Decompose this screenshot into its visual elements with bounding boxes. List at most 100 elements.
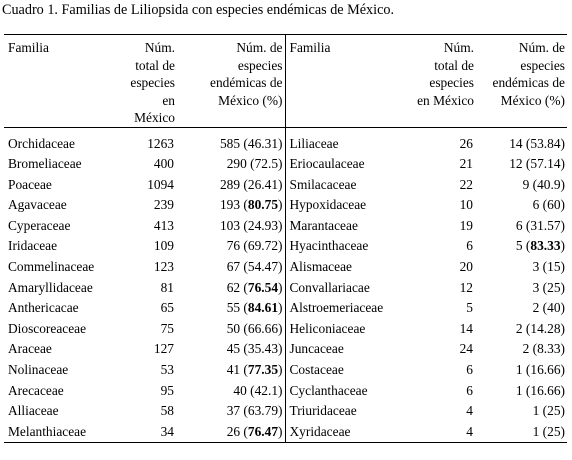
table-row: Poaceae 1094 289 (26.41) Smilacaceae 22 9 (40… [4, 174, 567, 196]
cell-total: 22 [459, 176, 473, 192]
endemic-count: 14 [509, 135, 523, 151]
cell-endemic: 1 (16.66) [515, 382, 565, 398]
cell-endemic: 50 (66.66) [226, 320, 283, 336]
endemic-count: 40 [233, 382, 247, 398]
cell-familia: Alismaceae [284, 257, 401, 278]
endemic-count: 2 [522, 341, 530, 357]
cell-endemic: 2 (40) [532, 300, 565, 316]
endemic-percent: 31.57 [530, 217, 561, 233]
endemic-count: 290 [226, 156, 247, 172]
endemic-percent: 8.33 [537, 341, 561, 357]
cell-endemic: 1 (16.66) [515, 362, 565, 378]
cell-endemic: 2 (8.33) [522, 341, 565, 357]
cell-endemic: 2 (14.28) [515, 320, 565, 336]
table-caption: Cuadro 1. Familias de Liliopsida con esp… [2, 2, 395, 18]
cell-familia: Anthericacae [8, 300, 79, 316]
cell-familia: Alstroemeriaceae [284, 298, 401, 319]
endemic-percent: 54.47 [247, 259, 279, 275]
cell-familia: Cyclanthaceae [284, 380, 401, 402]
table-row: Araceae 127 45 (35.43) Juncaceae 24 2 (8.33) [4, 339, 567, 361]
cell-familia: Nolinaceae [8, 362, 69, 378]
cell-total: 4 [466, 403, 473, 419]
cell-total: 21 [459, 156, 473, 172]
cell-endemic: 290 (72.5) [226, 156, 283, 172]
cell-familia: Costaceae [284, 360, 401, 381]
cell-endemic: 26 (76.47) [177, 421, 285, 444]
cell-endemic: 103 (24.93) [219, 217, 283, 233]
cell-endemic: 76 (69.72) [226, 238, 283, 254]
cell-total: 400 [153, 156, 174, 172]
endemic-count: 67 [226, 259, 241, 275]
endemic-count: 62 [226, 279, 241, 295]
endemic-percent: 53.84 [530, 135, 561, 151]
cell-total: 65 [160, 300, 174, 316]
cell-familia: Arecaceae [8, 382, 64, 398]
endemic-count: 9 [522, 176, 530, 192]
endemic-count: 6 [532, 197, 540, 213]
cell-endemic: 14 (53.84) [509, 135, 565, 151]
cell-endemic: 12 (57.14) [509, 156, 565, 172]
cell-familia: Agavaceae [8, 197, 67, 213]
table-body: Orchidaceae 1263 585 (46.31) Liliaceae 26 14 … [4, 127, 567, 444]
endemic-count: 55 [226, 300, 241, 316]
cell-total: 26 [459, 135, 473, 151]
cell-familia: Smilacaceae [284, 174, 401, 196]
cell-endemic: 6 (31.57) [515, 217, 565, 233]
header-total-left: Núm. total de especies en México [121, 34, 177, 128]
cell-endemic: 6 (60) [532, 197, 565, 213]
endemic-count: 1 [515, 362, 523, 378]
header-total-right: Núm. total de especies en México [401, 34, 476, 128]
cell-endemic: 1 (25) [476, 421, 567, 444]
cell-familia: Cyperaceae [8, 217, 71, 233]
cell-total: 1263 [147, 135, 174, 151]
cell-endemic: 289 (26.41) [219, 176, 283, 192]
cell-total: 14 [459, 320, 473, 336]
cell-endemic: 193 (80.75) [219, 197, 283, 213]
cell-familia: Alliaceae [8, 403, 59, 419]
cell-familia: Melanthiaceae [4, 421, 121, 444]
cell-familia: Poaceae [8, 176, 52, 192]
endemic-count: 76 [226, 238, 241, 254]
endemic-percent: 16.66 [530, 382, 561, 398]
endemic-count: 2 [515, 320, 523, 336]
cell-endemic: 5 (83.33) [515, 238, 565, 254]
cell-endemic: 45 (35.43) [226, 341, 283, 357]
endemic-count: 37 [226, 403, 241, 419]
cell-endemic: 67 (54.47) [226, 259, 283, 275]
endemic-percent: 80.75 [247, 197, 279, 213]
cell-total: 12 [459, 279, 473, 295]
header-familia-right: Familia [284, 34, 401, 128]
endemic-percent: 14.28 [530, 320, 561, 336]
table-row: Alliaceae 58 37 (63.79) Triuridaceae 4 1 (25) [4, 401, 567, 422]
endemic-percent: 72.5 [254, 156, 279, 172]
endemic-count: 5 [515, 238, 523, 254]
cell-familia: Marantaceae [284, 215, 401, 237]
cell-total: 53 [160, 362, 174, 378]
endemic-percent: 25 [547, 423, 561, 439]
endemic-percent: 16.66 [530, 362, 561, 378]
endemic-percent: 66.66 [247, 320, 279, 336]
endemic-count: 1 [532, 403, 540, 419]
endemic-count: 50 [226, 320, 241, 336]
endemic-percent: 24.93 [247, 217, 279, 233]
cell-total: 95 [160, 382, 174, 398]
cell-total: 109 [153, 238, 174, 254]
endemic-count: 193 [219, 197, 241, 213]
cell-familia: Araceae [8, 341, 52, 357]
endemic-count: 3 [532, 259, 540, 275]
cell-familia: Xyridaceae [284, 421, 401, 444]
cell-total: 4 [401, 421, 476, 444]
endemic-count: 103 [219, 217, 241, 233]
cell-total: 34 [121, 421, 177, 444]
endemic-percent: 25 [547, 403, 561, 419]
endemic-percent: 63.79 [247, 403, 279, 419]
cell-total: 6 [466, 362, 473, 378]
endemic-count: 41 [226, 362, 241, 378]
cell-total: 123 [153, 259, 174, 275]
header-endemic-left: Núm. de especies endémicas de México (%) [177, 34, 285, 128]
cell-endemic: 1 (25) [532, 403, 565, 419]
endemic-count: 289 [219, 176, 241, 192]
endemic-percent: 25 [547, 279, 561, 295]
cell-familia: Heliconiaceae [284, 318, 401, 340]
cell-total: 413 [153, 217, 174, 233]
